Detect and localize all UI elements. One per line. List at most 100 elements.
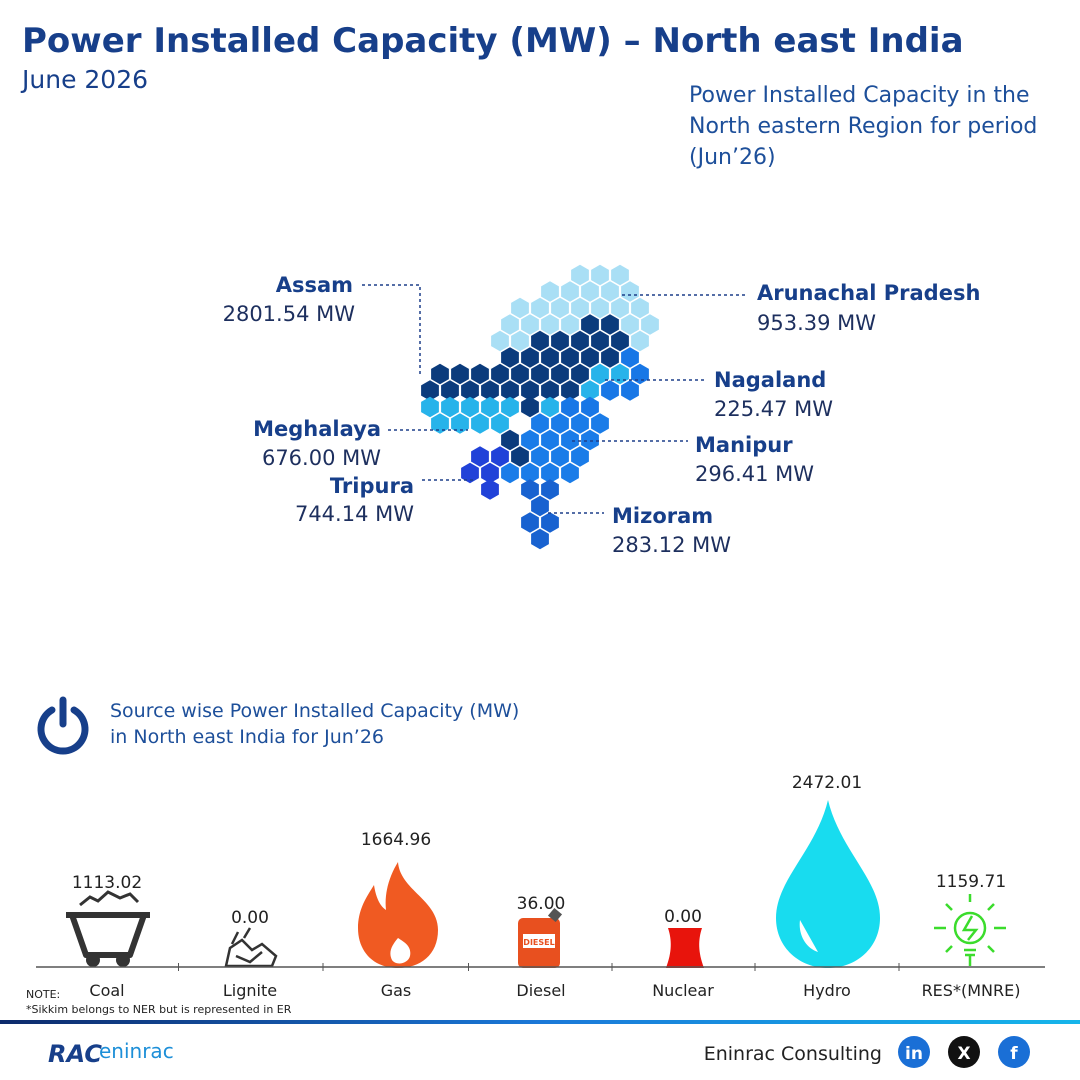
hex-cell — [581, 281, 599, 302]
hydro-icon — [776, 800, 880, 968]
social-label[interactable]: X — [957, 1044, 970, 1064]
hex-cell — [511, 297, 529, 319]
source-name: Diesel — [516, 981, 565, 1000]
hex-cell — [601, 347, 619, 368]
section-heading: in North east India for Jun’26 — [110, 726, 384, 748]
hex-cell — [611, 330, 629, 352]
state-value: 2801.54 MW — [223, 302, 356, 326]
hex-cell — [501, 347, 519, 368]
state-name: Nagaland — [714, 368, 826, 392]
hex-cell — [531, 363, 549, 385]
source-name: Nuclear — [652, 981, 714, 1000]
hex-cell — [561, 396, 579, 418]
hex-cell — [491, 330, 509, 352]
hex-cell — [471, 446, 489, 467]
social-icon[interactable] — [948, 1036, 980, 1068]
hex-cell — [581, 347, 599, 368]
hex-cell — [521, 429, 539, 451]
source-value: 1664.96 — [361, 830, 431, 850]
hex-cell — [531, 495, 549, 517]
hex-cell — [641, 314, 659, 335]
hex-cell — [611, 297, 629, 319]
hex-cell — [541, 462, 559, 484]
state-name: Manipur — [695, 433, 793, 457]
hex-cell — [551, 330, 569, 352]
hex-cell — [591, 264, 609, 286]
hex-cell — [501, 462, 519, 484]
hex-cell — [631, 330, 649, 352]
source-name: Gas — [381, 981, 412, 1000]
hex-cell — [591, 413, 609, 434]
hex-cell — [571, 413, 589, 434]
source-value: 1159.71 — [936, 872, 1006, 892]
hex-cell — [511, 363, 529, 385]
hex-cell — [531, 528, 549, 550]
lignite-icon — [224, 927, 278, 968]
description: North eastern Region for period — [689, 114, 1037, 139]
title: Power Installed Capacity (MW) – North ea… — [22, 21, 964, 61]
source-name: Coal — [89, 981, 124, 1000]
social-label[interactable]: f — [1010, 1044, 1018, 1064]
hex-cell — [611, 363, 629, 385]
hex-cell — [501, 380, 519, 401]
hex-cell — [591, 297, 609, 319]
coal-icon — [66, 890, 150, 967]
source-name: RES*(MNRE) — [922, 981, 1021, 1000]
hex-cell — [531, 413, 549, 434]
hex-cell — [531, 297, 549, 319]
state-name: Assam — [276, 273, 353, 297]
hex-cell — [431, 363, 449, 385]
hex-cell — [481, 462, 499, 484]
state-value: 744.14 MW — [295, 502, 414, 526]
description: Power Installed Capacity in the — [689, 83, 1030, 108]
hex-cell — [561, 429, 579, 451]
hex-cell — [571, 330, 589, 352]
hex-cell — [551, 363, 569, 385]
power-icon — [37, 696, 89, 755]
hex-cell — [541, 429, 559, 451]
hex-cell — [511, 446, 529, 467]
state-value: 225.47 MW — [714, 397, 833, 421]
hex-cell — [461, 396, 479, 418]
diesel-icon: DIESEL — [518, 907, 563, 968]
hex-cell — [631, 363, 649, 385]
res-icon — [934, 894, 1006, 966]
hex-cell — [491, 363, 509, 385]
state-name: Meghalaya — [253, 417, 381, 441]
hex-cell — [531, 446, 549, 467]
hex-cell — [501, 314, 519, 335]
footer-rule — [0, 1020, 1080, 1024]
hex-cell — [441, 396, 459, 418]
hex-cell — [451, 363, 469, 385]
section-heading: Source wise Power Installed Capacity (MW… — [110, 700, 519, 722]
hex-cell — [451, 413, 469, 434]
hex-cell — [541, 380, 559, 401]
subtitle: June 2026 — [20, 65, 148, 94]
hex-cell — [621, 380, 639, 401]
hex-cell — [541, 347, 559, 368]
hex-cell — [601, 380, 619, 401]
social-icon[interactable] — [898, 1036, 930, 1068]
hex-cell — [581, 380, 599, 401]
source-value: 2472.01 — [792, 773, 862, 793]
hex-cell — [561, 314, 579, 335]
hex-cell — [601, 314, 619, 335]
hex-cell — [581, 429, 599, 451]
hex-cell — [511, 330, 529, 352]
social-label[interactable]: in — [905, 1044, 923, 1064]
hex-cell — [481, 380, 499, 401]
social-icon[interactable] — [998, 1036, 1030, 1068]
hex-cell — [621, 347, 639, 368]
note-text: *Sikkim belongs to NER but is represente… — [26, 1003, 292, 1016]
description: (Jun’26) — [689, 145, 776, 170]
hex-cell — [521, 314, 539, 335]
hex-cell — [521, 479, 539, 500]
hex-cell — [571, 264, 589, 286]
state-value: 953.39 MW — [757, 311, 876, 335]
hex-cell — [581, 396, 599, 418]
nuclear-icon — [666, 928, 704, 968]
hex-cell — [561, 380, 579, 401]
hex-cell — [571, 297, 589, 319]
hex-cell — [561, 347, 579, 368]
